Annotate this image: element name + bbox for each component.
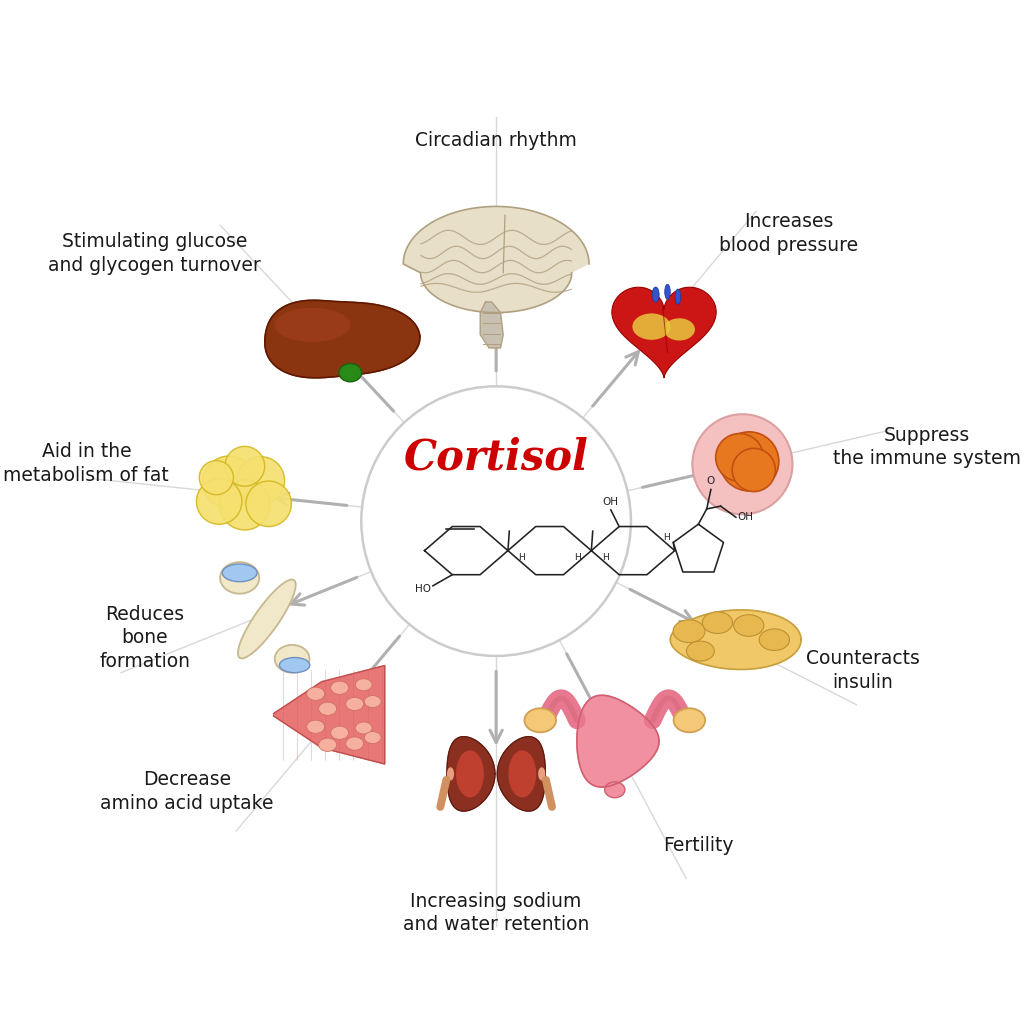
Text: Aid in the
metabolism of fat: Aid in the metabolism of fat — [3, 442, 169, 484]
Text: Increases
blood pressure: Increases blood pressure — [719, 213, 858, 255]
Text: Decrease
amino acid uptake: Decrease amino acid uptake — [100, 770, 273, 813]
Ellipse shape — [686, 641, 715, 662]
Ellipse shape — [665, 285, 671, 299]
Ellipse shape — [306, 720, 325, 733]
Ellipse shape — [346, 697, 364, 711]
Text: H: H — [518, 553, 525, 562]
Ellipse shape — [318, 738, 337, 752]
Ellipse shape — [355, 722, 372, 734]
Ellipse shape — [331, 681, 348, 694]
Ellipse shape — [674, 709, 706, 732]
Ellipse shape — [673, 620, 705, 642]
Text: Cortisol: Cortisol — [403, 437, 589, 479]
Ellipse shape — [539, 767, 546, 780]
Text: OH: OH — [603, 497, 618, 507]
Polygon shape — [403, 207, 589, 312]
Polygon shape — [509, 751, 536, 797]
Ellipse shape — [365, 695, 381, 708]
Text: H: H — [574, 553, 581, 562]
Ellipse shape — [339, 364, 361, 382]
Ellipse shape — [365, 731, 381, 743]
Polygon shape — [273, 666, 385, 764]
Ellipse shape — [280, 657, 310, 673]
Text: O: O — [707, 476, 715, 486]
Text: OH: OH — [737, 512, 754, 522]
Ellipse shape — [355, 679, 372, 691]
Text: Fertility: Fertility — [664, 837, 734, 855]
Circle shape — [720, 432, 779, 490]
Ellipse shape — [652, 287, 659, 302]
Circle shape — [200, 461, 233, 495]
Ellipse shape — [306, 687, 325, 700]
Text: Circadian rhythm: Circadian rhythm — [415, 131, 578, 151]
Circle shape — [732, 449, 775, 492]
Circle shape — [716, 433, 764, 481]
Polygon shape — [265, 300, 420, 378]
Circle shape — [225, 446, 264, 486]
Ellipse shape — [664, 318, 695, 341]
Ellipse shape — [274, 308, 350, 342]
Text: Suppress
the immune system: Suppress the immune system — [834, 426, 1021, 468]
Polygon shape — [480, 302, 503, 348]
Text: Counteracts
insulin: Counteracts insulin — [806, 649, 920, 691]
Ellipse shape — [446, 767, 454, 780]
Polygon shape — [612, 287, 716, 378]
Text: Increasing sodium
and water retention: Increasing sodium and water retention — [403, 892, 590, 934]
Text: H: H — [663, 534, 670, 543]
Ellipse shape — [759, 629, 790, 650]
Text: H: H — [602, 553, 608, 562]
Ellipse shape — [274, 645, 309, 673]
Polygon shape — [457, 751, 483, 797]
Text: Reduces
bone
formation: Reduces bone formation — [99, 605, 190, 671]
Ellipse shape — [222, 564, 257, 582]
Circle shape — [237, 457, 285, 505]
Polygon shape — [671, 610, 801, 670]
Polygon shape — [577, 695, 659, 787]
Circle shape — [692, 415, 793, 514]
Polygon shape — [446, 736, 495, 811]
Ellipse shape — [675, 289, 681, 304]
Circle shape — [246, 481, 292, 526]
Circle shape — [361, 386, 631, 656]
Ellipse shape — [524, 709, 556, 732]
Text: Stimulating glucose
and glycogen turnover: Stimulating glucose and glycogen turnove… — [48, 232, 261, 274]
Ellipse shape — [633, 313, 671, 340]
Ellipse shape — [318, 702, 337, 716]
Ellipse shape — [702, 611, 732, 634]
Ellipse shape — [733, 614, 764, 636]
Text: HO: HO — [416, 584, 431, 594]
Ellipse shape — [605, 782, 625, 798]
Ellipse shape — [346, 737, 364, 751]
Polygon shape — [498, 736, 546, 811]
Circle shape — [197, 479, 242, 524]
Circle shape — [203, 456, 255, 508]
Circle shape — [220, 480, 269, 530]
Ellipse shape — [238, 580, 296, 658]
Ellipse shape — [331, 726, 348, 739]
Ellipse shape — [220, 562, 259, 594]
